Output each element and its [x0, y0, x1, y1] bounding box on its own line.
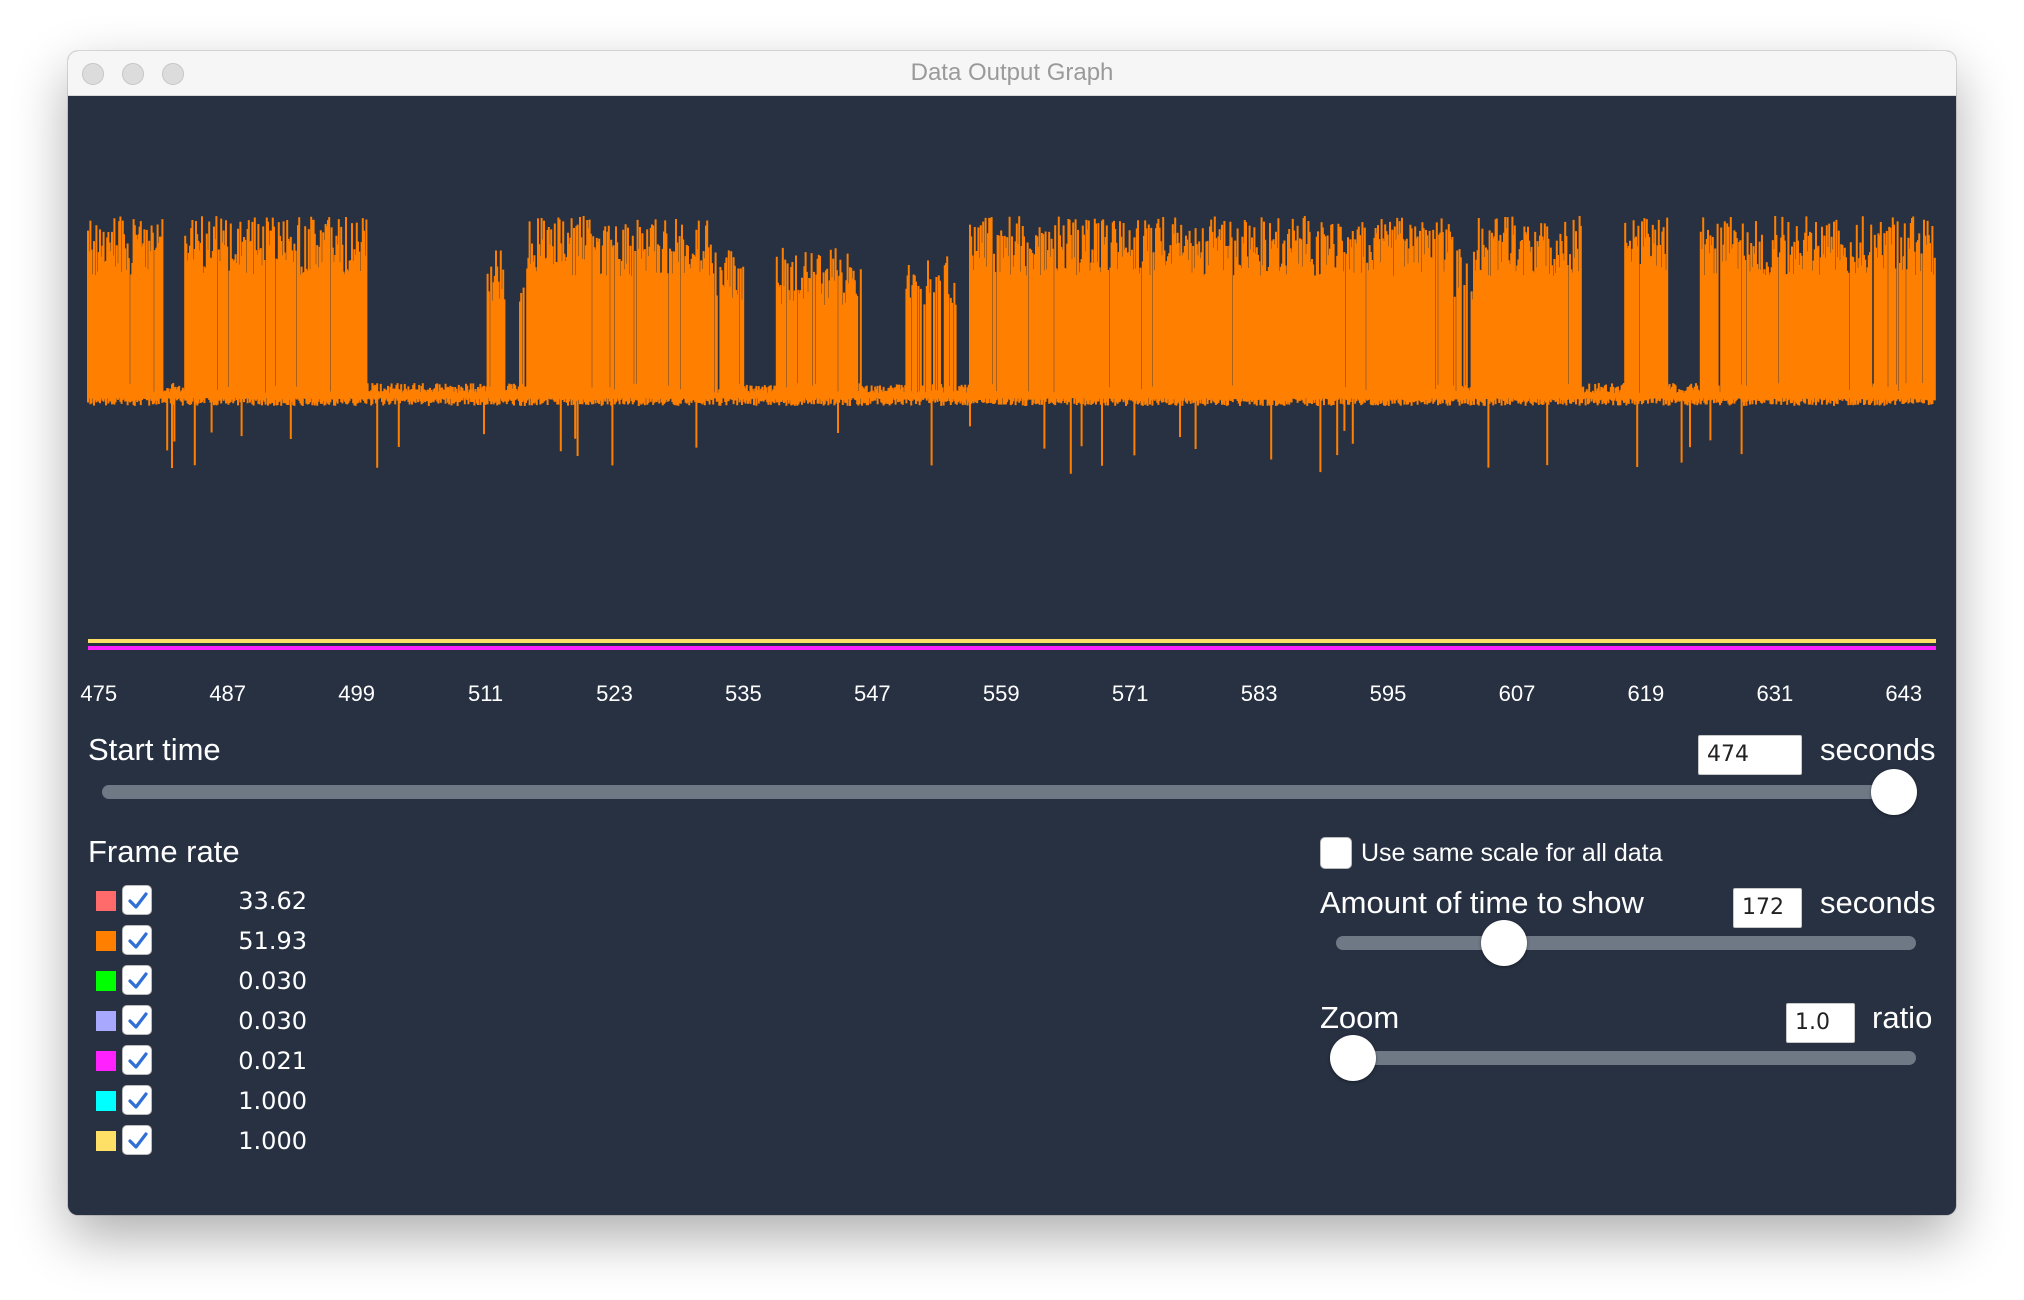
zoom-slider[interactable] — [1336, 1051, 1916, 1065]
data-graph — [87, 216, 1936, 650]
close-window-button[interactable] — [82, 63, 104, 85]
amount-label: Amount of time to show — [1320, 885, 1644, 920]
x-tick-label: 595 — [1369, 681, 1407, 706]
series-color-swatch — [96, 1091, 116, 1111]
zoom-input[interactable]: 1.0 — [1786, 1003, 1855, 1043]
app-window: Data Output Graph 475 487 499 511 523 535 547 5… — [68, 51, 1956, 1215]
window-title: Data Output Graph — [910, 59, 1114, 86]
x-tick-label: 559 — [982, 681, 1020, 706]
x-tick-label: 619 — [1627, 681, 1665, 706]
checkmark-icon — [128, 932, 148, 949]
checkmark-icon — [128, 1132, 148, 1149]
series-color-swatch — [96, 891, 116, 911]
checkmark-icon — [128, 1092, 148, 1109]
amount-slider-knob[interactable] — [1481, 920, 1528, 966]
x-tick-label: 499 — [338, 681, 375, 706]
start-time-unit: seconds — [1820, 732, 1936, 767]
x-tick-label: 583 — [1240, 681, 1278, 706]
series-color-swatch — [96, 1011, 116, 1031]
x-tick-label: 523 — [596, 681, 633, 706]
series-color-swatch — [96, 931, 116, 951]
series-color-swatch — [96, 1051, 116, 1071]
graph-panel: 475 487 499 511 523 535 547 559 571 583 595 607 619 6… — [68, 96, 1956, 1215]
amount-unit: seconds — [1820, 885, 1936, 920]
amount-input[interactable]: 172 — [1733, 888, 1802, 928]
x-tick-label: 643 — [1885, 681, 1923, 706]
minimize-window-button[interactable] — [122, 63, 144, 85]
x-tick-label: 547 — [853, 681, 891, 706]
zoom-slider-knob[interactable] — [1330, 1035, 1377, 1081]
x-tick-label: 571 — [1111, 681, 1149, 706]
checkmark-icon — [128, 892, 148, 909]
zoom-unit: ratio — [1872, 1000, 1933, 1035]
series-visibility-checkbox[interactable] — [122, 1005, 152, 1035]
amount-slider[interactable] — [1336, 936, 1916, 950]
series-visibility-checkbox[interactable] — [122, 965, 152, 995]
x-tick-label: 487 — [209, 681, 247, 706]
series-current-value: 0.030 — [238, 1007, 307, 1035]
series-visibility-checkbox[interactable] — [122, 925, 152, 955]
legend-title: Frame rate — [88, 834, 240, 869]
title-bar: Data Output Graph — [68, 51, 1956, 96]
x-tick-label: 535 — [725, 681, 762, 706]
series-color-swatch — [96, 971, 116, 991]
checkmark-icon — [128, 1012, 148, 1029]
series-current-value: 1.000 — [238, 1087, 307, 1115]
series-current-value: 33.62 — [238, 887, 307, 915]
series-visibility-checkbox[interactable] — [122, 885, 152, 915]
zoom-label: Zoom — [1320, 1000, 1400, 1035]
series-current-value: 1.000 — [238, 1127, 307, 1155]
series-visibility-checkbox[interactable] — [122, 1085, 152, 1115]
x-tick-label: 475 — [80, 681, 118, 706]
checkmark-icon — [128, 972, 148, 989]
series-color-swatch — [96, 1131, 116, 1151]
start-time-slider-knob[interactable] — [1870, 769, 1917, 815]
series-current-value: 0.030 — [238, 967, 307, 995]
series-current-value: 51.93 — [238, 927, 307, 955]
start-time-label: Start time — [88, 732, 221, 767]
zoom-window-button[interactable] — [162, 63, 184, 85]
series-visibility-checkbox[interactable] — [122, 1045, 152, 1075]
x-tick-label: 607 — [1498, 681, 1536, 706]
same-scale-checkbox[interactable] — [1320, 837, 1352, 869]
same-scale-label: Use same scale for all data — [1361, 839, 1663, 867]
x-tick-label: 631 — [1756, 681, 1794, 706]
series-current-value: 0.021 — [238, 1047, 307, 1075]
series-visibility-checkbox[interactable] — [122, 1125, 152, 1155]
x-tick-label: 511 — [467, 681, 504, 706]
checkmark-icon — [128, 1052, 148, 1069]
start-time-input[interactable]: 474 — [1698, 735, 1802, 775]
start-time-slider[interactable] — [102, 785, 1912, 799]
